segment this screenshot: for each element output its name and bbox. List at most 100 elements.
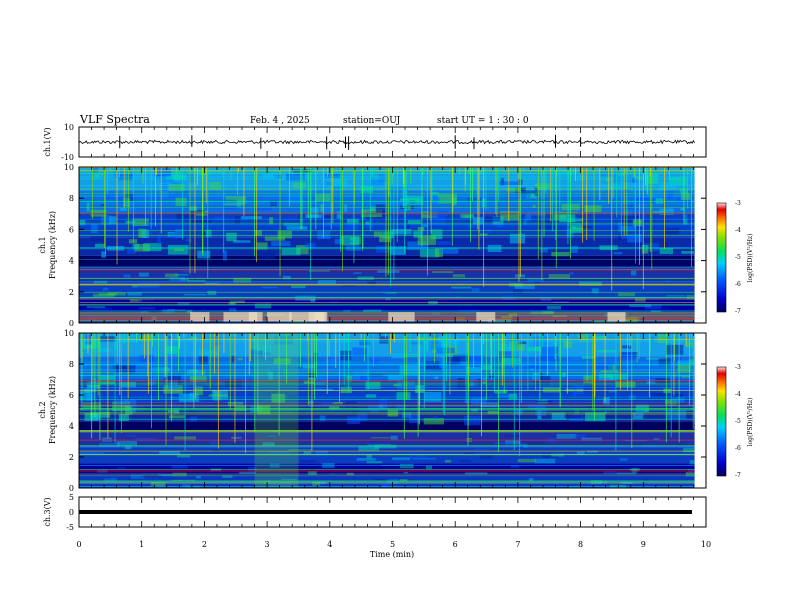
spectrogram-patch xyxy=(164,273,179,278)
spectrogram-patch xyxy=(226,232,237,242)
ch1-ylabel: ch.1(V) xyxy=(43,127,52,156)
spectrogram-patch xyxy=(94,172,100,180)
spectrogram-patch xyxy=(86,318,97,321)
ch3-ytick-5: 5 xyxy=(69,493,74,502)
spectrogram-patch xyxy=(412,458,436,460)
spectrogram-patch xyxy=(288,449,312,451)
spectrogram-patch xyxy=(128,239,138,244)
spectrogram-patch xyxy=(569,357,585,361)
spectrogram-patch xyxy=(536,400,553,403)
spectrogram-patch xyxy=(366,461,383,464)
spectrogram-patch xyxy=(138,272,149,277)
spectrogram-patch xyxy=(288,193,301,203)
x-axis-label: Time (min) xyxy=(370,550,414,559)
spectrogram-patch xyxy=(365,381,381,390)
ch1-ytick-label: 10 xyxy=(64,163,74,172)
spectrogram-patch xyxy=(252,345,272,352)
spectrogram-patch xyxy=(512,289,523,294)
spectrogram-patch xyxy=(663,388,672,394)
spectrogram-patch xyxy=(127,207,137,211)
spectrogram-patch xyxy=(524,314,549,317)
spectrogram-patch xyxy=(516,192,531,198)
spectrogram-patch xyxy=(318,481,326,485)
spectrogram-patch xyxy=(174,248,185,252)
spectrogram-patch xyxy=(677,363,692,373)
spectrogram-patch xyxy=(480,402,499,408)
x-axis-ticks xyxy=(78,127,707,527)
spectrogram-patch xyxy=(535,406,547,417)
spectrogram-patch xyxy=(96,348,111,352)
spectrogram-patch xyxy=(655,198,664,204)
spectrogram-patch xyxy=(466,355,484,365)
spectrogram-patch xyxy=(198,349,218,357)
spectrogram-patch xyxy=(417,314,437,316)
cb2-tick-7: -7 xyxy=(735,472,741,479)
spectrogram-patch xyxy=(233,277,252,283)
spectrogram-patch xyxy=(241,216,262,220)
spectrogram-patch xyxy=(309,269,330,272)
ch2-spectrogram-panel: 0 2 4 6 8 10 ch.2 Frequency (kHz) xyxy=(38,329,707,493)
spectrogram-patch xyxy=(543,386,561,393)
ch2-ytick-label: 0 xyxy=(69,484,74,493)
spectrogram-patch xyxy=(308,377,317,380)
spectrogram-patch xyxy=(641,244,649,254)
spectrogram-patch xyxy=(149,310,160,314)
spectrogram-patch xyxy=(281,478,298,480)
spectrogram-patch xyxy=(517,179,523,186)
spectrogram-patch xyxy=(666,295,685,297)
ch1-spec-ylabel-frequency: Frequency (kHz) xyxy=(48,211,57,279)
spectrogram-patch xyxy=(222,475,233,478)
spectrogram-patch xyxy=(90,235,105,242)
spectrogram-patch xyxy=(528,477,534,482)
spectrogram-patch xyxy=(632,412,644,420)
spectrogram-patch xyxy=(291,320,307,323)
spectrogram-patch xyxy=(86,202,90,212)
spectrogram-patch xyxy=(396,392,411,400)
spectrogram-patch xyxy=(626,316,644,318)
spectrogram-patch xyxy=(663,242,668,248)
spectrogram-patch xyxy=(532,205,536,208)
spectrogram-patch xyxy=(344,222,358,231)
spectrogram-patch xyxy=(322,401,335,406)
spectrogram-patch xyxy=(171,479,196,481)
spectrogram-patch xyxy=(593,336,607,340)
spectrogram-patch xyxy=(555,168,575,176)
spectrogram-patch xyxy=(619,317,638,323)
spectrogram-patch xyxy=(307,471,317,475)
spectrogram-patch xyxy=(392,457,411,461)
spectrogram-patch xyxy=(605,174,610,182)
spectrogram-patch xyxy=(368,405,388,410)
x-tick-label: 4 xyxy=(327,540,332,549)
spectrogram-patch xyxy=(140,472,163,478)
spectrogram-patch xyxy=(313,352,318,362)
spectrogram-patch xyxy=(577,175,585,181)
spectrogram-patch xyxy=(569,218,584,222)
spectrogram-patch xyxy=(619,457,628,461)
x-tick-label: 7 xyxy=(515,540,520,549)
spectrogram-patch xyxy=(110,477,116,479)
spectrogram-patch xyxy=(181,483,190,488)
spectrogram-patch xyxy=(407,220,421,224)
spectrogram-patch xyxy=(165,175,187,180)
spectrogram-patch xyxy=(519,187,526,194)
spectrogram-patch xyxy=(606,408,613,419)
spectrogram-patch xyxy=(534,458,556,464)
spectrogram-patch xyxy=(457,310,481,314)
cb1-tick-4: -4 xyxy=(735,227,741,234)
spectrogram-patch xyxy=(271,241,291,247)
cb2-tick-4: -4 xyxy=(735,391,741,398)
spectrogram-patch xyxy=(651,392,666,398)
spectrogram-patch xyxy=(143,243,162,252)
spectrogram-patch xyxy=(283,275,291,280)
spectrogram-patch xyxy=(205,282,220,285)
ch2-spectrogram-image xyxy=(79,333,706,488)
spectrogram-patch xyxy=(101,251,107,258)
spectrogram-patch xyxy=(422,224,427,227)
spectrogram-patch xyxy=(186,309,193,314)
spectrogram-patch xyxy=(255,207,272,211)
spectrogram-patch xyxy=(680,192,691,201)
spectrogram-patch xyxy=(100,203,105,207)
spectrogram-patch xyxy=(390,435,398,441)
spectrogram-patch xyxy=(568,486,581,488)
spectrogram-patch xyxy=(518,341,527,345)
